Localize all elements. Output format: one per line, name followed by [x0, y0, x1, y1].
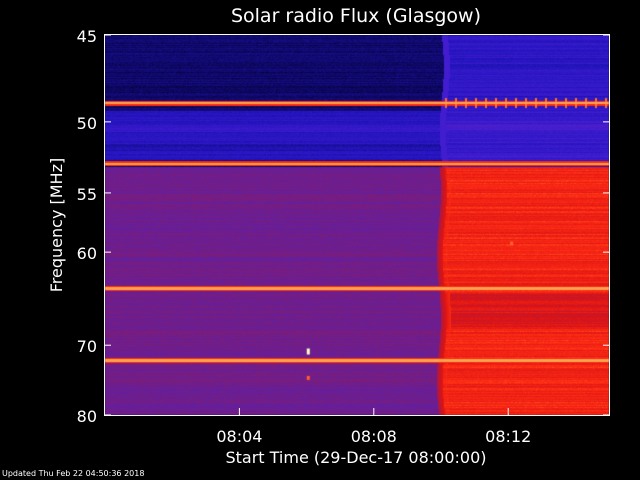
y-tick-labels: 45 50 55 60 70 80: [77, 27, 97, 426]
chart-title: Solar radio Flux (Glasgow): [231, 5, 481, 27]
x-tick-label: 08:04: [216, 427, 262, 446]
x-axis-label: Start Time (29-Dec-17 08:00:00): [225, 448, 486, 467]
plot-frame: [104, 34, 610, 416]
y-tick-label: 70: [77, 337, 97, 356]
y-tick-label: 50: [77, 114, 97, 133]
y-axis-label: Frequency [MHz]: [47, 158, 66, 292]
y-tick-label: 55: [77, 185, 97, 204]
updated-timestamp: Updated Thu Feb 22 04:50:36 2018: [2, 469, 145, 478]
y-tick-label: 45: [77, 27, 97, 46]
tick-marks: [105, 34, 609, 416]
x-tick-label: 08:12: [485, 427, 531, 446]
y-tick-label: 80: [77, 407, 97, 426]
x-tick-labels: 08:04 08:08 08:12: [216, 427, 531, 446]
x-tick-label: 08:08: [351, 427, 397, 446]
y-tick-label: 60: [77, 244, 97, 263]
